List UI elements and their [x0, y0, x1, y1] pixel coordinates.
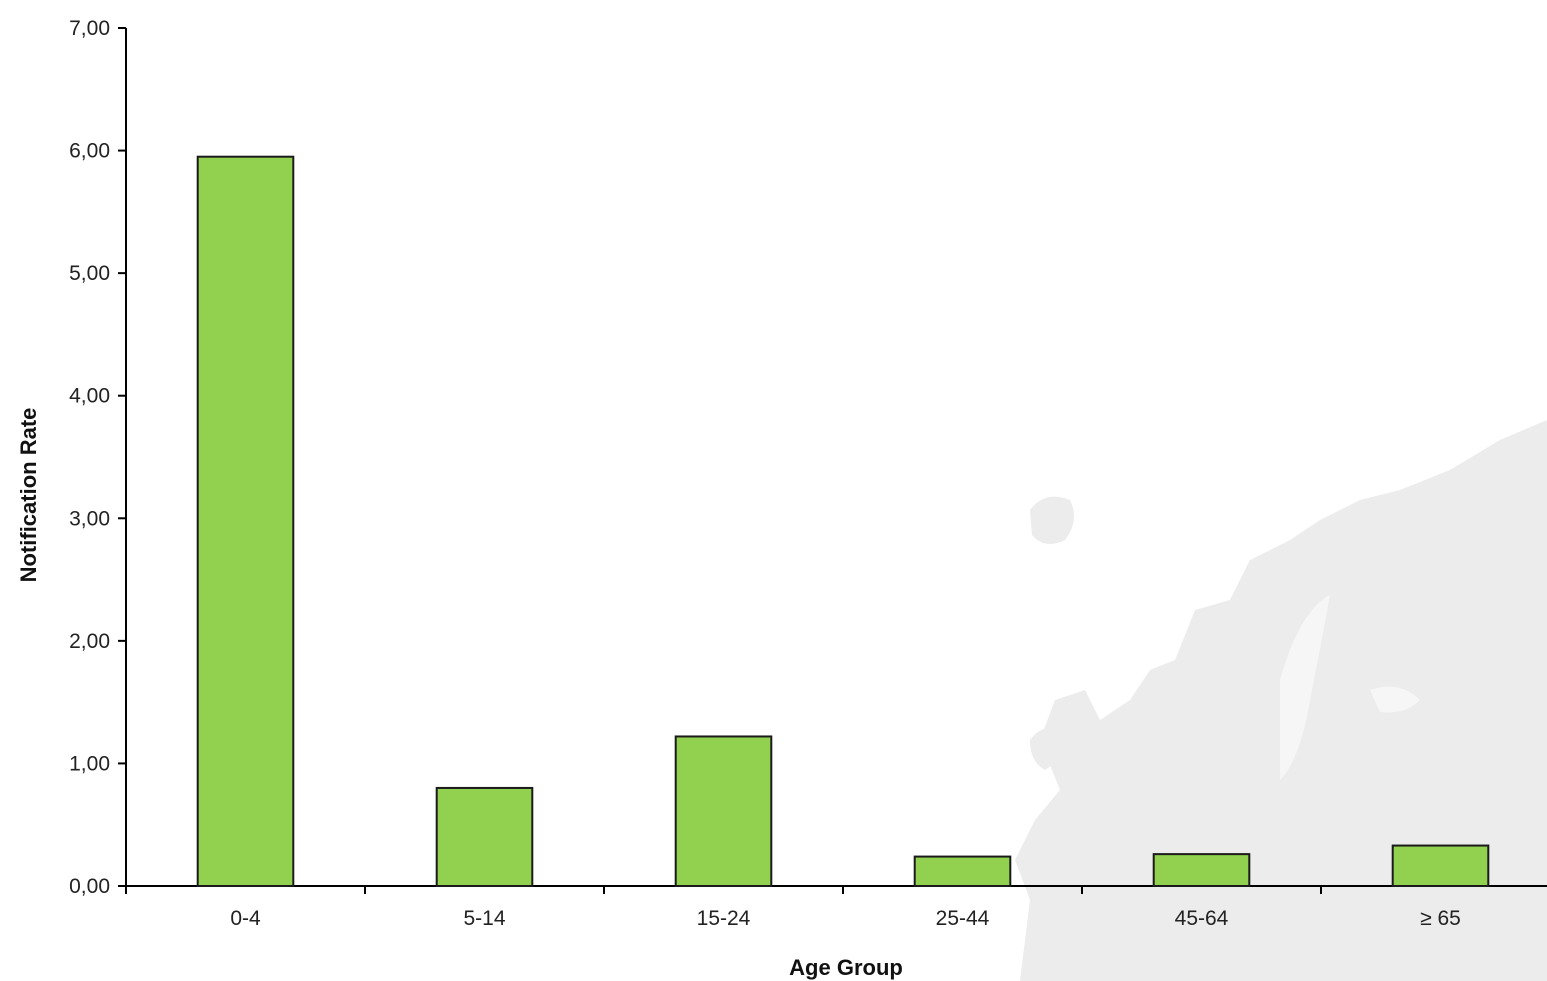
background-map-seas	[1280, 595, 1420, 780]
y-tick-label: 2,00	[69, 630, 110, 653]
x-axis-title: Age Group	[789, 955, 903, 980]
x-axis-ticks	[125, 886, 1322, 894]
y-tick-label: 3,00	[69, 507, 110, 530]
x-axis-tick-labels: 0-4 5-14 15-24 25-44 45-64 ≥ 65	[230, 907, 1461, 930]
y-tick-label: 0,00	[69, 875, 110, 898]
bar-4	[1152, 853, 1251, 887]
bar-2	[674, 735, 773, 887]
bar-5	[1391, 844, 1490, 888]
y-tick-label: 4,00	[69, 385, 110, 408]
bar-0	[196, 155, 295, 887]
bars	[196, 155, 1490, 888]
x-tick-label: ≥ 65	[1420, 907, 1461, 930]
bar-3	[913, 855, 1012, 888]
x-tick-label: 45-64	[1175, 907, 1229, 930]
x-tick-label: 25-44	[936, 907, 990, 930]
x-tick-label: 15-24	[697, 907, 751, 930]
y-axis-title: Notification Rate	[16, 408, 41, 583]
y-tick-label: 7,00	[69, 17, 110, 40]
x-tick-label: 5-14	[463, 907, 505, 930]
y-axis-ticks: 0,00 1,00 2,00 3,00 4,00 5,00 6,00 7,00	[69, 17, 126, 898]
y-tick-label: 5,00	[69, 262, 110, 285]
x-tick-label: 0-4	[230, 907, 261, 930]
y-tick-label: 6,00	[69, 140, 110, 163]
bar-1	[435, 786, 534, 888]
y-tick-label: 1,00	[69, 752, 110, 775]
